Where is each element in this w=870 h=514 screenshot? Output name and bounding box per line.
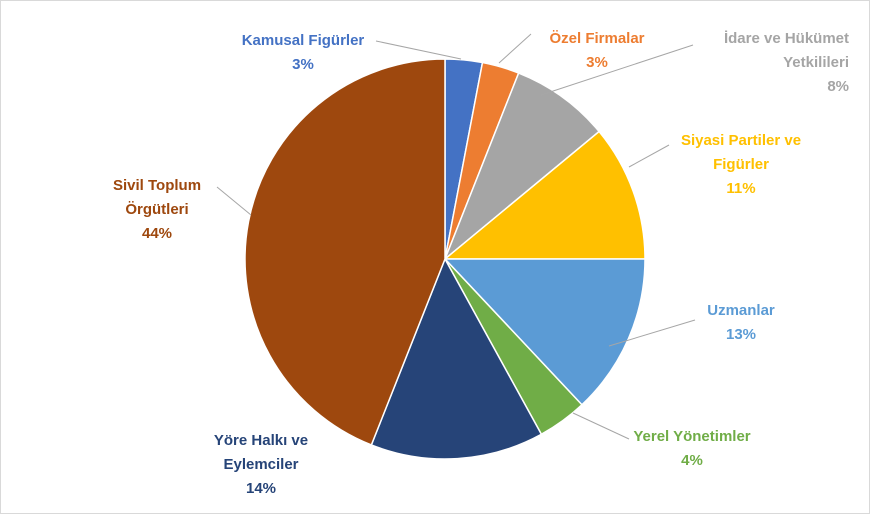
percent-label: 3% — [586, 54, 608, 71]
leader-line — [628, 144, 670, 168]
leader-line — [375, 40, 462, 60]
slice-label: İdare ve Hükümet Yetkilileri 8% — [681, 27, 849, 99]
slice-label: Kamusal Figürler 3% — [223, 29, 383, 77]
pie-slice — [244, 58, 446, 446]
percent-label: 11% — [726, 180, 756, 197]
category-label: Kamusal Figürler — [241, 32, 365, 49]
percent-label: 3% — [292, 56, 314, 73]
percent-label: 44% — [141, 225, 173, 242]
percent-label: 4% — [681, 452, 703, 469]
leader-line — [608, 319, 696, 347]
category-label: Yerel Yönetimler — [633, 428, 751, 445]
category-label: Uzmanlar — [707, 302, 775, 319]
slice-label: Özel Firmalar 3% — [527, 27, 667, 75]
slice-label: Yerel Yönetimler 4% — [627, 425, 757, 473]
category-label: Özel Firmalar — [549, 30, 645, 47]
pie-slice — [443, 258, 646, 406]
percent-label: 8% — [827, 78, 849, 95]
pie-slice — [444, 72, 601, 260]
leader-line — [540, 44, 694, 96]
leader-line — [216, 186, 252, 216]
category-label: Siyasi Partiler ve Figürler — [680, 132, 802, 173]
leader-line — [498, 33, 532, 64]
slice-label: Uzmanlar 13% — [681, 299, 801, 347]
slice-label: Sivil Toplum Örgütleri 44% — [101, 174, 213, 246]
pie-slice — [442, 130, 646, 260]
slice-label: Siyasi Partiler ve Figürler 11% — [661, 129, 821, 201]
slice-label: Yöre Halkı ve Eylemciler 14% — [201, 429, 321, 501]
category-label: Yöre Halkı ve Eylemciler — [213, 432, 309, 473]
leader-line — [572, 412, 630, 440]
percent-label: 13% — [725, 326, 757, 343]
category-label: Sivil Toplum Örgütleri — [112, 177, 202, 218]
pie-slice — [370, 257, 543, 460]
category-label: İdare ve Hükümet Yetkilileri — [723, 30, 849, 71]
percent-label: 14% — [245, 480, 277, 497]
